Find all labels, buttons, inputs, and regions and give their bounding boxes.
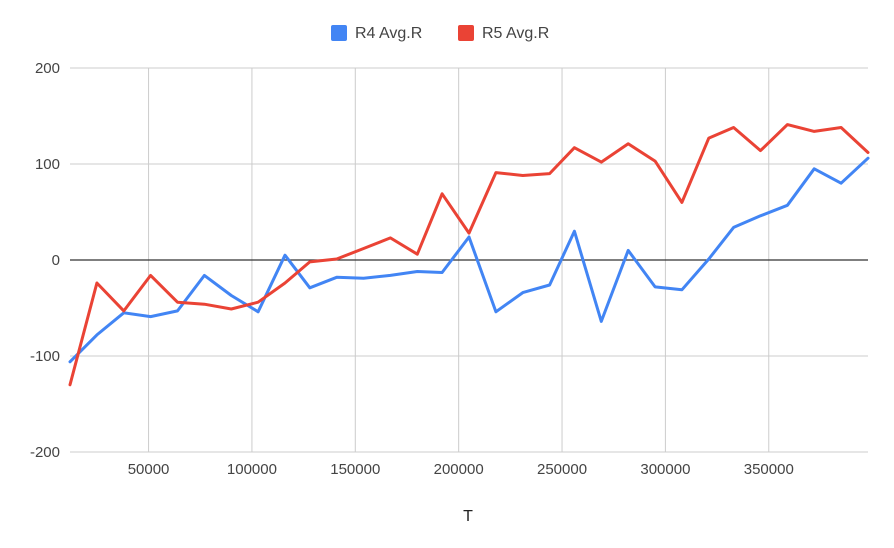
series-lines (68, 123, 870, 387)
x-tick-label: 350000 (744, 461, 794, 478)
y-tick-label: -100 (30, 348, 60, 365)
x-tick-label: 150000 (330, 461, 380, 478)
legend-swatch-r5 (458, 25, 474, 41)
x-tick-label: 100000 (227, 461, 277, 478)
y-tick-label: 200 (35, 60, 60, 77)
legend-label-r5: R5 Avg.R (482, 25, 549, 42)
y-tick-label: 100 (35, 156, 60, 173)
y-axis-ticks: -200 -100 0 100 200 (30, 60, 60, 461)
series-line-r5[interactable] (68, 123, 870, 387)
legend-label-r4: R4 Avg.R (355, 25, 422, 42)
legend-item-r5[interactable]: R5 Avg.R (458, 25, 549, 42)
x-tick-label: 300000 (640, 461, 690, 478)
legend-swatch-r4 (331, 25, 347, 41)
x-tick-label: 50000 (128, 461, 170, 478)
y-tick-label: -200 (30, 444, 60, 461)
series-line-r4[interactable] (68, 156, 870, 364)
legend: R4 Avg.R R5 Avg.R (331, 25, 549, 42)
x-axis-ticks: 50000 100000 150000 200000 250000 300000 35000… (128, 461, 794, 478)
legend-item-r4[interactable]: R4 Avg.R (331, 25, 422, 42)
x-tick-label: 250000 (537, 461, 587, 478)
x-axis-title: T (463, 508, 473, 525)
x-tick-label: 200000 (434, 461, 484, 478)
y-tick-label: 0 (52, 252, 60, 269)
